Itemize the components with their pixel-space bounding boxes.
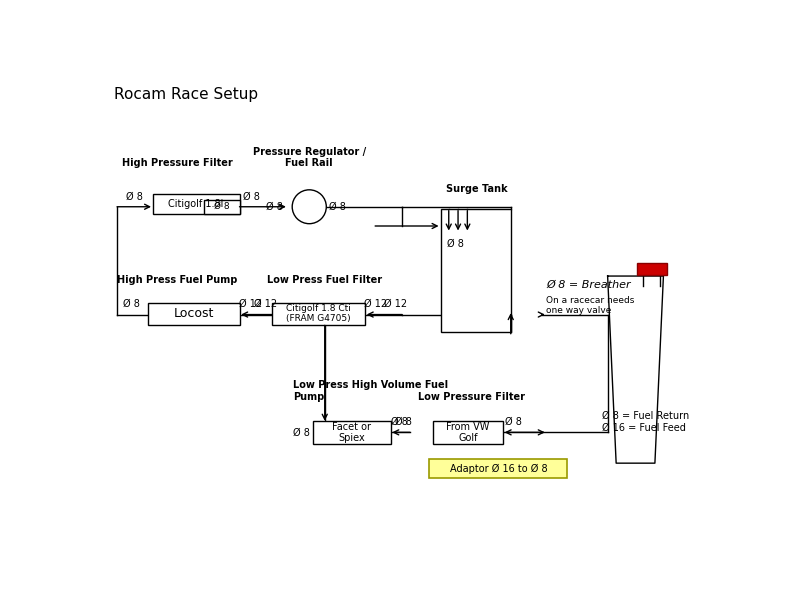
Text: Locost: Locost	[174, 307, 214, 320]
Bar	[434, 421, 503, 444]
Text: High Pressure Filter: High Pressure Filter	[122, 158, 233, 168]
Text: Ø 12: Ø 12	[384, 299, 407, 309]
Text: High Press Fuel Pump: High Press Fuel Pump	[118, 275, 238, 285]
Text: Low Press Fuel Filter: Low Press Fuel Filter	[267, 275, 382, 285]
Bar	[153, 194, 239, 214]
Circle shape	[292, 190, 326, 224]
Bar	[313, 421, 390, 444]
Text: Ø 8: Ø 8	[330, 202, 346, 212]
Text: Ø 12: Ø 12	[254, 299, 277, 309]
Text: Surge Tank: Surge Tank	[446, 184, 507, 194]
Text: Low Press High Volume Fuel
Pump: Low Press High Volume Fuel Pump	[293, 380, 448, 401]
Text: Ø 8: Ø 8	[506, 417, 522, 427]
Bar	[430, 460, 567, 478]
Text: Ø 8: Ø 8	[266, 202, 283, 212]
Bar	[148, 303, 239, 325]
Text: Ø 8: Ø 8	[214, 202, 230, 211]
Text: Ø 12: Ø 12	[364, 299, 387, 309]
Text: On a racecar needs
one way valve: On a racecar needs one way valve	[546, 296, 634, 316]
Text: Ø 8 = Fuel Return: Ø 8 = Fuel Return	[602, 410, 690, 421]
Text: Ø 8: Ø 8	[293, 427, 310, 437]
Text: Ø 8: Ø 8	[122, 299, 139, 309]
Bar	[441, 209, 510, 332]
Text: Citigolf 1.8i: Citigolf 1.8i	[169, 199, 224, 209]
Text: Pressure Regulator /
Fuel Rail: Pressure Regulator / Fuel Rail	[253, 146, 366, 168]
Text: Citigolf 1.8 Cti
(FRAM G4705): Citigolf 1.8 Cti (FRAM G4705)	[286, 304, 351, 323]
Bar	[204, 200, 239, 214]
Text: Facet or
Spiex: Facet or Spiex	[332, 422, 371, 443]
Text: Rocam Race Setup: Rocam Race Setup	[114, 88, 258, 103]
Text: Ø 8: Ø 8	[447, 238, 464, 248]
Text: Adaptor Ø 16 to Ø 8: Adaptor Ø 16 to Ø 8	[450, 463, 547, 473]
Text: Ø 8: Ø 8	[242, 191, 259, 202]
Text: Ø 8: Ø 8	[394, 417, 411, 427]
Text: Ø 16 = Fuel Feed: Ø 16 = Fuel Feed	[602, 423, 686, 433]
Text: Ø 12: Ø 12	[238, 299, 262, 309]
Bar	[272, 303, 365, 325]
Text: Low Pressure Filter: Low Pressure Filter	[418, 392, 526, 401]
Text: From VW
Golf: From VW Golf	[446, 422, 490, 443]
Text: Ø 8: Ø 8	[126, 191, 142, 202]
Bar	[637, 263, 666, 275]
Text: Ø 8: Ø 8	[391, 417, 408, 427]
Text: Ø 8 = Breather: Ø 8 = Breather	[546, 280, 631, 290]
